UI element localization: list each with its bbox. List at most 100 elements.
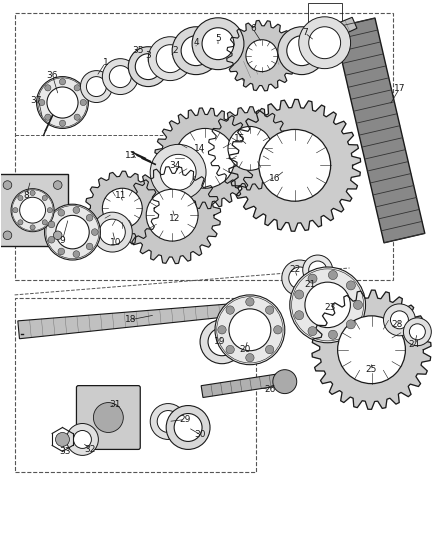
Polygon shape <box>334 18 425 243</box>
Text: 35: 35 <box>133 46 144 55</box>
Circle shape <box>48 237 55 243</box>
Circle shape <box>81 71 112 102</box>
Circle shape <box>215 295 285 365</box>
Circle shape <box>30 225 35 230</box>
Circle shape <box>228 126 272 171</box>
Circle shape <box>202 28 234 60</box>
Text: 4: 4 <box>193 38 199 47</box>
Text: 26: 26 <box>264 385 276 394</box>
Text: 3: 3 <box>145 51 151 60</box>
Polygon shape <box>237 17 357 81</box>
FancyBboxPatch shape <box>0 174 68 246</box>
Circle shape <box>30 190 35 196</box>
Circle shape <box>148 37 192 80</box>
Circle shape <box>48 221 55 228</box>
Text: 18: 18 <box>124 316 136 324</box>
Circle shape <box>45 204 100 260</box>
Circle shape <box>259 130 331 201</box>
Circle shape <box>150 144 206 200</box>
Circle shape <box>60 120 66 126</box>
Circle shape <box>42 220 47 225</box>
Circle shape <box>73 207 80 214</box>
Text: 20: 20 <box>239 345 251 354</box>
Circle shape <box>92 229 98 236</box>
Text: 36: 36 <box>47 71 58 80</box>
Circle shape <box>308 274 317 283</box>
Bar <box>14 13 393 280</box>
Circle shape <box>295 311 304 320</box>
Circle shape <box>45 85 51 91</box>
Circle shape <box>278 27 326 75</box>
Text: 2: 2 <box>172 46 178 55</box>
Bar <box>308 3 342 31</box>
Text: 1: 1 <box>102 58 108 67</box>
Text: 28: 28 <box>392 320 403 329</box>
Circle shape <box>3 231 12 240</box>
Circle shape <box>93 402 124 432</box>
Circle shape <box>80 100 86 106</box>
Circle shape <box>74 114 80 120</box>
Circle shape <box>86 214 93 221</box>
Circle shape <box>390 311 408 329</box>
Circle shape <box>99 219 125 245</box>
Circle shape <box>290 267 366 343</box>
Text: 5: 5 <box>215 34 221 43</box>
Circle shape <box>200 320 244 364</box>
Circle shape <box>102 59 138 94</box>
Circle shape <box>346 320 355 329</box>
Circle shape <box>86 77 106 96</box>
Circle shape <box>384 304 415 336</box>
Circle shape <box>309 27 341 59</box>
Circle shape <box>53 181 62 189</box>
Text: 16: 16 <box>269 174 281 183</box>
Text: 9: 9 <box>60 236 65 245</box>
Circle shape <box>166 406 210 449</box>
Circle shape <box>174 414 202 441</box>
Circle shape <box>37 77 88 128</box>
Text: 34: 34 <box>170 161 181 170</box>
Circle shape <box>246 40 278 71</box>
Circle shape <box>47 207 53 213</box>
Circle shape <box>309 261 327 279</box>
Circle shape <box>410 324 425 340</box>
Circle shape <box>175 128 235 188</box>
Circle shape <box>299 17 350 69</box>
Polygon shape <box>85 171 159 245</box>
Text: 13: 13 <box>124 151 136 160</box>
Text: 6: 6 <box>250 25 256 33</box>
Circle shape <box>128 47 168 86</box>
Circle shape <box>338 316 406 384</box>
Polygon shape <box>155 108 255 209</box>
Polygon shape <box>208 107 291 190</box>
Circle shape <box>346 281 355 290</box>
Polygon shape <box>229 100 360 231</box>
FancyBboxPatch shape <box>77 385 140 449</box>
Text: 12: 12 <box>170 214 181 223</box>
Circle shape <box>282 260 318 296</box>
Circle shape <box>18 220 23 225</box>
Text: 15: 15 <box>234 134 246 143</box>
Circle shape <box>47 87 78 118</box>
Circle shape <box>45 114 51 120</box>
Text: 19: 19 <box>214 337 226 346</box>
Text: 10: 10 <box>110 238 121 247</box>
Circle shape <box>135 54 161 79</box>
Circle shape <box>265 345 274 354</box>
Circle shape <box>172 27 220 75</box>
Text: 30: 30 <box>194 430 206 439</box>
Circle shape <box>328 270 337 280</box>
Circle shape <box>53 231 62 240</box>
Circle shape <box>181 36 211 66</box>
Circle shape <box>67 424 99 455</box>
Circle shape <box>11 189 54 232</box>
Circle shape <box>73 251 80 257</box>
Circle shape <box>42 196 47 200</box>
Circle shape <box>328 330 337 340</box>
Bar <box>14 298 256 472</box>
Circle shape <box>86 243 93 250</box>
Polygon shape <box>227 20 297 91</box>
Circle shape <box>229 309 271 351</box>
Circle shape <box>58 248 65 255</box>
Circle shape <box>308 327 317 336</box>
Text: 22: 22 <box>289 265 300 274</box>
